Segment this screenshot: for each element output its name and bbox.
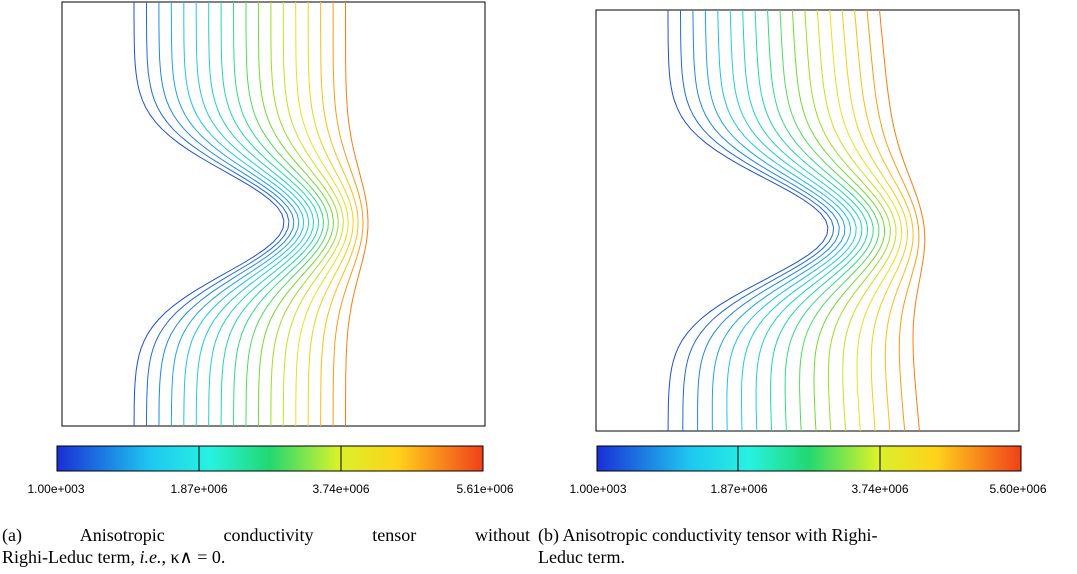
figure-panel-b: 1.00e+003 1.87e+006 3.74e+006 5.60e+006 … [538, 0, 1077, 574]
contour-line [742, 9, 863, 432]
contour-line [829, 9, 903, 432]
contour-line [779, 9, 880, 432]
contour-line [332, 2, 364, 426]
contour-lines-a [133, 2, 369, 427]
caption-b-line2: Leduc term. [538, 547, 625, 567]
contour-line [791, 9, 885, 432]
colorbar-tick-label: 1.00e+003 [569, 482, 627, 496]
contour-line [158, 2, 295, 427]
contour-line [345, 2, 369, 426]
contour-line [729, 9, 857, 432]
caption-b: (b) Anisotropic conductivity tensor with… [538, 524, 1066, 568]
contour-line [680, 10, 835, 431]
figure-panel-a: 1.00e+003 1.87e+006 3.74e+006 5.61e+006 … [2, 1, 530, 568]
contour-line [307, 2, 354, 426]
caption-b-line1: (b) Anisotropic conductivity tensor with… [538, 525, 878, 545]
contour-lines-b [667, 9, 926, 432]
contour-line [220, 2, 320, 426]
contour-line [170, 2, 300, 426]
caption-a: (a) Anisotropic conductivity tensor with… [2, 524, 530, 568]
contour-line [195, 2, 310, 427]
plot-frame-b [595, 9, 1020, 432]
contour-line [816, 9, 897, 432]
contour-plot-b [595, 9, 1022, 472]
contour-line [854, 9, 914, 432]
contour-line [704, 9, 846, 432]
colorbar-tick-label: 1.00e+003 [27, 482, 85, 496]
caption-text: Righi-Leduc term, [2, 547, 140, 567]
contour-line [245, 2, 329, 426]
caption-a-line2: Righi-Leduc term, i.e., κ∧ = 0. [2, 546, 530, 568]
colorbar-b [596, 445, 1022, 472]
colorbar-tick-label: 3.74e+006 [312, 482, 370, 496]
contour-line [270, 2, 339, 426]
contour-line [717, 9, 852, 432]
colorbar-tick-label: 5.60e+006 [989, 482, 1047, 496]
contour-line [320, 2, 359, 426]
colorbar-tick-label: 1.87e+006 [710, 482, 768, 496]
contour-line [804, 9, 891, 432]
contour-line [146, 2, 290, 426]
caption-a-line1: (a) Anisotropic conductivity tensor with… [2, 525, 530, 545]
contour-line [841, 9, 909, 432]
contour-line [767, 9, 874, 432]
contour-line [208, 2, 315, 426]
caption-text: , κ∧ = 0. [161, 547, 226, 567]
contour-line [879, 9, 926, 432]
contour-line [667, 10, 829, 431]
colorbar-tick-label: 1.87e+006 [170, 482, 228, 496]
contour-plot-a [56, 1, 486, 472]
colorbar-tick-label: 3.74e+006 [851, 482, 909, 496]
contour-line [295, 2, 349, 426]
contour-line [257, 2, 334, 427]
contour-line [183, 2, 305, 426]
contour-line [692, 9, 840, 431]
plot-frame-a [61, 1, 486, 427]
contour-line [866, 9, 920, 432]
contour-line [282, 2, 344, 426]
colorbar-a [56, 445, 484, 472]
contour-line [754, 9, 869, 432]
contour-line [233, 2, 325, 426]
contour-line [133, 2, 285, 426]
colorbar-tick-label: 5.61e+006 [456, 482, 514, 496]
caption-text-italic: i.e. [139, 547, 162, 567]
